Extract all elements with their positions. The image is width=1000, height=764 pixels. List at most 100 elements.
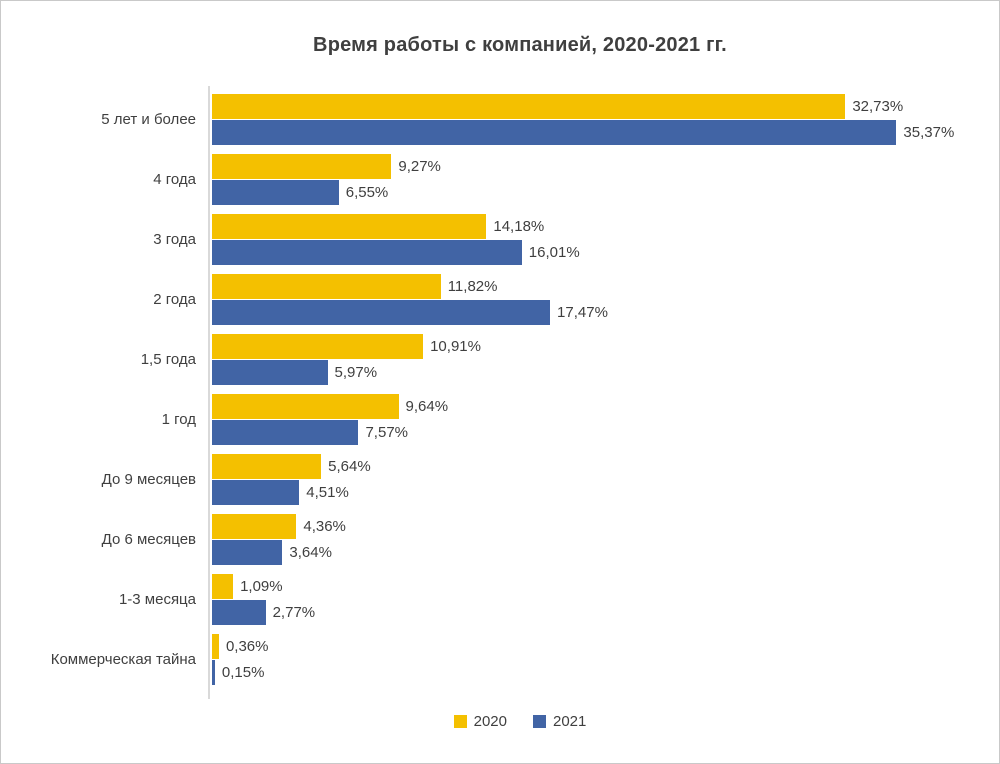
- bar-line-2021: 35,37%: [212, 119, 986, 145]
- chart-title-area: Время работы с компанией, 2020-2021 гг.: [1, 1, 999, 89]
- chart-title: Время работы с компанией, 2020-2021 гг.: [313, 33, 727, 56]
- bar-line-2021: 6,55%: [212, 179, 986, 205]
- bar-2021: [212, 659, 215, 685]
- plot-cell: 0,36% 0,15%: [212, 629, 986, 689]
- chart-row: 4 года 9,27% 6,55%: [1, 149, 986, 209]
- legend-item-2021: 2021: [533, 713, 586, 730]
- plot-cell: 9,64% 7,57%: [212, 389, 986, 449]
- plot-cell: 32,73% 35,37%: [212, 89, 986, 149]
- category-label: 1 год: [161, 410, 196, 428]
- legend-label-2021: 2021: [553, 713, 587, 730]
- chart-row: 2 года 11,82% 17,47%: [1, 269, 986, 329]
- bar-line-2020: 9,64%: [212, 393, 986, 419]
- bar-2020: [212, 213, 487, 239]
- plot-cell: 1,09% 2,77%: [212, 569, 986, 629]
- bar-2021: [212, 599, 266, 625]
- plot-cell: 14,18% 16,01%: [212, 209, 986, 269]
- bar-2021: [212, 419, 359, 445]
- category-label: 4 года: [153, 170, 196, 188]
- category-label: 3 года: [153, 230, 196, 248]
- chart-row: 3 года 14,18% 16,01%: [1, 209, 986, 269]
- bar-line-2021: 2,77%: [212, 599, 986, 625]
- bar-value-label-2020: 1,09%: [240, 577, 283, 595]
- bar-line-2021: 16,01%: [212, 239, 986, 265]
- bar-line-2020: 4,36%: [212, 513, 986, 539]
- bar-line-2020: 5,64%: [212, 453, 986, 479]
- chart-row: До 6 месяцев 4,36% 3,64%: [1, 509, 986, 569]
- bar-2021: [212, 179, 339, 205]
- bar-line-2020: 9,27%: [212, 153, 986, 179]
- bar-2020: [212, 153, 392, 179]
- bar-value-label-2021: 7,57%: [365, 423, 409, 441]
- bar-value-label-2020: 0,36%: [225, 637, 269, 655]
- category-label: Коммерческая тайна: [50, 650, 196, 668]
- category-label: До 9 месяцев: [101, 470, 196, 488]
- chart-legend: 2020 2021: [1, 713, 999, 730]
- bar-value-label-2020: 9,27%: [398, 157, 441, 175]
- bar-2020: [212, 453, 322, 479]
- bar-2021: [212, 119, 897, 145]
- category-label: 5 лет и более: [101, 110, 196, 128]
- legend-swatch-2021-icon: [533, 715, 546, 728]
- bar-value-label-2021: 2,77%: [272, 603, 316, 621]
- bar-2021: [212, 239, 522, 265]
- bar-value-label-2021: 35,37%: [903, 123, 955, 141]
- bar-value-label-2020: 11,82%: [447, 277, 498, 295]
- bar-2020: [212, 273, 441, 299]
- bar-value-label-2020: 32,73%: [852, 97, 904, 115]
- bar-value-label-2021: 0,15%: [221, 663, 265, 681]
- plot-cell: 4,36% 3,64%: [212, 509, 986, 569]
- chart-row: 1 год 9,64% 7,57%: [1, 389, 986, 449]
- bar-value-label-2021: 17,47%: [557, 303, 608, 321]
- bar-2020: [212, 93, 846, 119]
- plot-cell: 11,82% 17,47%: [212, 269, 986, 329]
- bar-value-label-2021: 5,97%: [334, 363, 378, 381]
- bar-line-2020: 10,91%: [212, 333, 986, 359]
- chart-row: 1,5 года 10,91% 5,97%: [1, 329, 986, 389]
- plot-cell: 9,27% 6,55%: [212, 149, 986, 209]
- bar-value-label-2020: 14,18%: [493, 217, 545, 235]
- bar-line-2020: 0,36%: [212, 633, 986, 659]
- bar-line-2021: 4,51%: [212, 479, 986, 505]
- plot-cell: 5,64% 4,51%: [212, 449, 986, 509]
- bar-value-label-2021: 16,01%: [528, 243, 580, 261]
- bar-line-2020: 14,18%: [212, 213, 986, 239]
- bar-line-2021: 0,15%: [212, 659, 986, 685]
- bar-2020: [212, 393, 399, 419]
- bar-value-label-2020: 5,64%: [328, 457, 371, 475]
- bar-2021: [212, 539, 283, 565]
- bar-line-2020: 11,82%: [212, 273, 986, 299]
- bar-2021: [212, 359, 328, 385]
- bar-line-2020: 1,09%: [212, 573, 986, 599]
- bar-2020: [212, 573, 234, 599]
- category-label: 1-3 месяца: [118, 590, 196, 608]
- bar-2021: [212, 479, 300, 505]
- bar-value-label-2021: 3,64%: [289, 543, 332, 561]
- chart-rows: 5 лет и более 32,73% 35,37% 4 года 9,27% 6,55…: [1, 86, 999, 699]
- bar-2021: [212, 299, 551, 325]
- bar-line-2021: 5,97%: [212, 359, 986, 385]
- chart-row: 5 лет и более 32,73% 35,37%: [1, 89, 986, 149]
- bar-line-2021: 17,47%: [212, 299, 986, 325]
- bar-line-2021: 3,64%: [212, 539, 986, 565]
- chart-row: 1-3 месяца 1,09% 2,77%: [1, 569, 986, 629]
- plot-cell: 10,91% 5,97%: [212, 329, 986, 389]
- chart-row: Коммерческая тайна 0,36% 0,15%: [1, 629, 986, 689]
- bar-line-2021: 7,57%: [212, 419, 986, 445]
- bar-value-label-2021: 6,55%: [345, 183, 389, 201]
- bar-line-2020: 32,73%: [212, 93, 986, 119]
- category-label: 2 года: [153, 290, 196, 308]
- legend-swatch-2020-icon: [453, 715, 467, 728]
- bar-value-label-2021: 4,51%: [306, 483, 349, 501]
- legend-label-2020: 2020: [473, 713, 507, 730]
- chart-row: До 9 месяцев 5,64% 4,51%: [1, 449, 986, 509]
- category-label: До 6 месяцев: [101, 530, 196, 548]
- bar-value-label-2020: 4,36%: [303, 517, 346, 535]
- bar-2020: [212, 333, 424, 359]
- bar-2020: [212, 513, 297, 539]
- bar-value-label-2020: 10,91%: [430, 337, 481, 355]
- category-label: 1,5 года: [140, 350, 196, 368]
- legend-item-2020: 2020: [453, 713, 507, 730]
- bar-value-label-2020: 9,64%: [405, 397, 449, 415]
